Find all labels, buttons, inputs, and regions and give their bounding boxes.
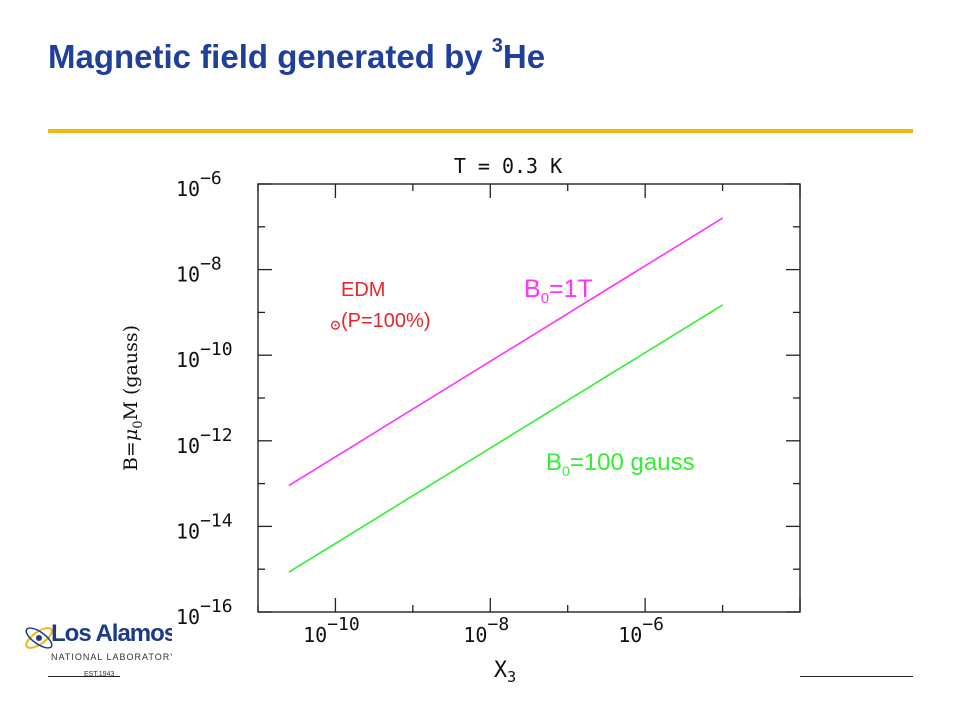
title-superscript: 3	[491, 35, 503, 57]
y-tick-label: 10−16	[176, 596, 233, 629]
annotation-marker-edm	[330, 320, 340, 330]
series-label-suffix: =100 gauss	[570, 449, 695, 476]
y-tick-label: 10−12	[176, 425, 233, 458]
y-tick-label: 10−6	[176, 168, 222, 201]
logo-subtitle: NATIONAL LABORATORY	[51, 652, 172, 662]
x-axis-label-subscript: 3	[507, 668, 516, 686]
los-alamos-logo: Los Alamos NATIONAL LABORATORY EST.1943	[22, 608, 172, 683]
y-tick-exponent: −12	[200, 425, 233, 446]
annotation-line1-edm: EDM	[341, 279, 385, 301]
x-tick-base: 10	[463, 623, 487, 647]
y-tick-exponent: −10	[200, 339, 233, 360]
x-axis-label-main: X	[494, 658, 508, 683]
x-tick-exponent: −10	[327, 614, 360, 635]
y-axis-label-mu: μ	[120, 429, 142, 441]
y-tick-base: 10	[176, 434, 200, 458]
x-tick-label: 10−8	[463, 614, 509, 647]
slide-title: Magnetic field generated by 3He	[48, 35, 546, 76]
x-tick-label: 10−6	[618, 614, 664, 647]
y-tick-base: 10	[176, 348, 200, 372]
title-end: He	[502, 38, 546, 75]
title-underline	[48, 129, 913, 133]
y-tick-base: 10	[176, 263, 200, 287]
annotation-marker-dot-edm	[334, 324, 337, 327]
series-label-b1t: B0=1T	[524, 275, 593, 307]
y-tick-exponent: −16	[200, 596, 233, 617]
chart-title: T = 0.3 K	[454, 154, 562, 178]
series-label-suffix: =1T	[549, 275, 593, 303]
y-axis-label: B=μ0M (gauss)	[120, 325, 146, 471]
y-tick-base: 10	[176, 519, 200, 543]
series-line-b100g	[288, 304, 724, 573]
y-tick-exponent: −14	[200, 510, 233, 531]
y-tick-exponent: −6	[200, 168, 222, 189]
atom-logo-icon	[25, 627, 53, 649]
x-tick-exponent: −8	[487, 614, 509, 635]
logo-established: EST.1943	[84, 671, 115, 678]
footer-rule-right	[800, 676, 913, 677]
logo-wordmark: Los Alamos	[51, 620, 172, 647]
x-tick-exponent: −6	[642, 614, 664, 635]
series-label-base: B	[524, 275, 541, 303]
plot-frame	[257, 183, 801, 613]
footer-rule-left	[48, 676, 120, 677]
y-axis-label-suffix: M (gauss)	[120, 325, 142, 421]
series-label-b100g: B0=100 gauss	[546, 449, 695, 479]
annotation-line2-edm: (P=100%)	[341, 310, 431, 332]
y-tick-base: 10	[176, 605, 200, 629]
title-main: Magnetic field generated by	[48, 38, 492, 75]
series-label-base: B	[546, 449, 562, 476]
y-tick-label: 10−14	[176, 510, 233, 543]
y-axis-label-prefix: B=	[120, 441, 142, 471]
y-axis-label-subscript: 0	[131, 421, 146, 429]
series-label-subscript: 0	[562, 463, 570, 479]
series-label-subscript: 0	[541, 290, 549, 307]
series-line-b1t	[288, 217, 724, 487]
x-tick-base: 10	[618, 623, 642, 647]
x-axis-label: X3	[494, 658, 516, 686]
x-tick-base: 10	[303, 623, 327, 647]
x-tick-label: 10−10	[303, 614, 360, 647]
y-tick-label: 10−8	[176, 254, 222, 287]
y-tick-label: 10−10	[176, 339, 233, 372]
y-tick-exponent: −8	[200, 254, 222, 275]
y-tick-base: 10	[176, 177, 200, 201]
